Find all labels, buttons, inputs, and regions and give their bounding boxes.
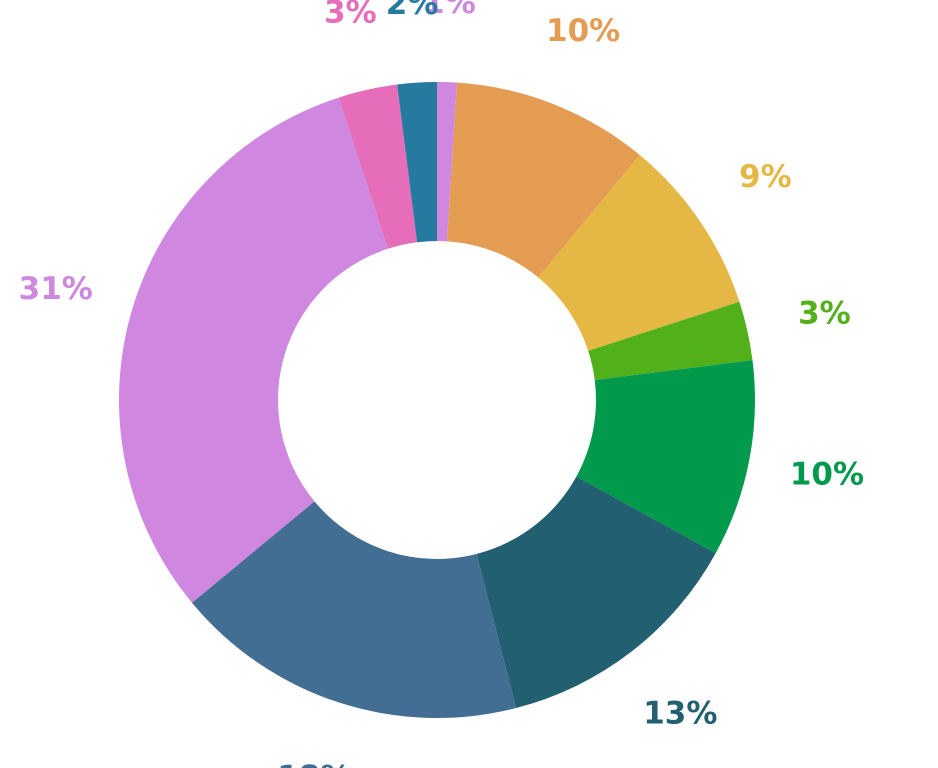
donut-slices xyxy=(119,82,755,718)
slice-percent-label: 9% xyxy=(739,159,792,195)
donut-slice xyxy=(191,501,517,718)
donut-slice xyxy=(576,360,755,554)
donut-slice xyxy=(476,476,716,709)
donut-slice xyxy=(338,84,418,249)
slice-percent-label: 3% xyxy=(324,0,377,31)
donut-slice xyxy=(588,301,753,381)
donut-slice xyxy=(119,97,388,603)
slice-percent-label: 10% xyxy=(790,456,864,492)
donut-slice xyxy=(538,154,740,351)
donut-labels: 1% 10% 9% 3% 10% 13% 18% 31% 3% 2% xyxy=(19,0,864,768)
slice-percent-label: 18% xyxy=(277,760,351,768)
slice-percent-label: 2% xyxy=(386,0,439,22)
donut-slice xyxy=(446,82,640,278)
slice-percent-label: 13% xyxy=(643,696,717,732)
slice-percent-label: 3% xyxy=(798,295,851,331)
slice-percent-label: 10% xyxy=(546,13,620,49)
donut-slice xyxy=(397,82,437,243)
slice-percent-label: 1% xyxy=(423,0,476,21)
slice-percent-label: 31% xyxy=(19,271,93,307)
donut-slice xyxy=(437,82,457,242)
